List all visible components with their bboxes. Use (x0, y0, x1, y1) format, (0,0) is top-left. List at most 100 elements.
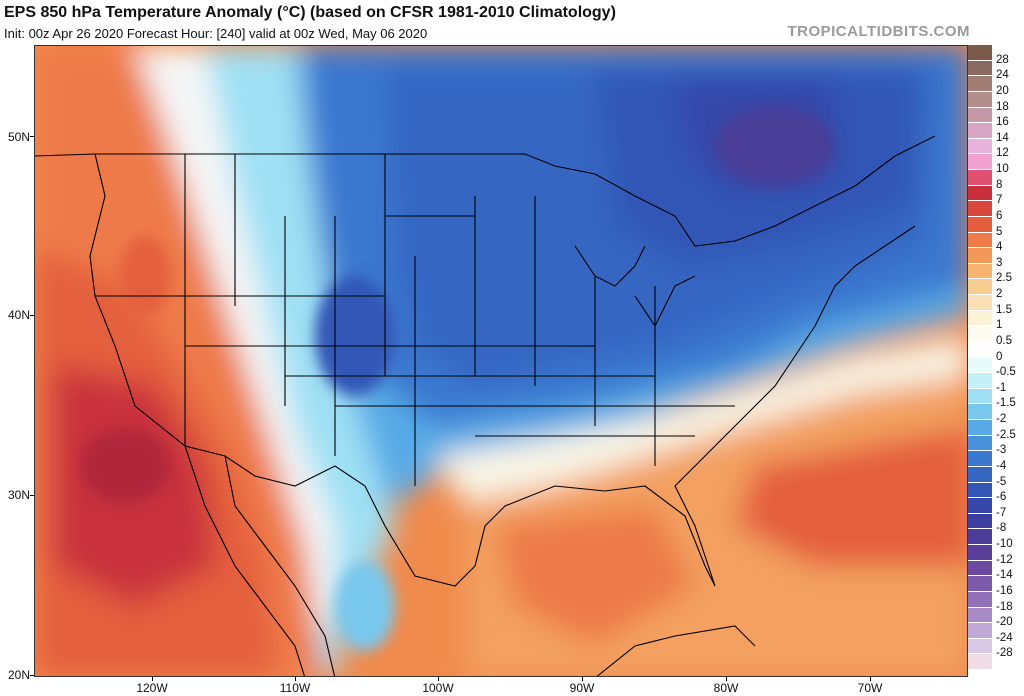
borders (35, 135, 936, 676)
colorbar-swatch (968, 123, 992, 139)
colorbar-swatch (968, 76, 992, 92)
lon-tick (295, 677, 296, 681)
anomaly-map (34, 45, 968, 677)
colorbar-swatch (968, 201, 992, 217)
colorbar-label: 6 (996, 209, 1003, 222)
colorbar-swatch (968, 623, 992, 639)
map-field (35, 46, 967, 676)
colorbar-label: 10 (996, 163, 1009, 175)
map-subtitle: Init: 00z Apr 26 2020 Forecast Hour: [24… (4, 26, 428, 41)
colorbar-swatch (968, 185, 992, 202)
colorbar-label: -2.5 (996, 428, 1016, 441)
lat-label-50n: 50N (7, 130, 30, 144)
colorbar-label: -10 (996, 538, 1013, 550)
lat-tick (30, 495, 34, 496)
colorbar-label: 18 (996, 100, 1009, 113)
lon-label-70w: 70W (857, 681, 883, 695)
colorbar-label: 12 (996, 147, 1009, 160)
colorbar (968, 45, 992, 670)
colorbar-label: 1.5 (996, 303, 1012, 316)
lon-label-110w: 110W (279, 681, 311, 695)
colorbar-swatch (968, 60, 992, 77)
lat-label-30n: 30N (7, 488, 30, 502)
colorbar-label: -20 (996, 616, 1013, 629)
colorbar-swatch (968, 91, 992, 108)
colorbar-label: 8 (996, 178, 1003, 191)
colorbar-label: 0.5 (996, 334, 1012, 347)
colorbar-swatch (968, 107, 992, 124)
colorbar-label: 2.5 (996, 272, 1012, 285)
colorbar-swatch (968, 576, 992, 592)
lon-tick (152, 677, 153, 681)
colorbar-swatch (968, 654, 992, 670)
colorbar-label: 0 (996, 350, 1003, 363)
colorbar-swatch (968, 154, 992, 170)
colorbar-label: -16 (996, 584, 1013, 597)
lon-label-100w: 100W (422, 681, 454, 695)
colorbar-swatch (968, 498, 992, 514)
colorbar-swatch (968, 248, 992, 264)
colorbar-swatch (968, 513, 992, 530)
colorbar-swatch (968, 420, 992, 436)
colorbar-label: -1.5 (996, 397, 1016, 410)
colorbar-swatch (968, 529, 992, 545)
colorbar-swatch (968, 607, 992, 624)
colorbar-label: -24 (996, 631, 1013, 644)
colorbar-swatch (968, 435, 992, 452)
colorbar-label: -18 (996, 600, 1013, 613)
colorbar-swatch (968, 545, 992, 561)
colorbar-label: 4 (996, 241, 1003, 254)
map-title: EPS 850 hPa Temperature Anomaly (°C) (ba… (4, 4, 616, 21)
lon-tick (726, 677, 727, 681)
colorbar-label: 7 (996, 194, 1003, 207)
lat-label-40n: 40N (7, 308, 30, 322)
colorbar-label: 3 (996, 256, 1003, 269)
colorbar-label: 2 (996, 288, 1003, 300)
colorbar-swatch (968, 310, 992, 327)
colorbar-swatch (968, 263, 992, 280)
colorbar-swatch (968, 279, 992, 295)
lat-tick (30, 675, 34, 676)
lon-tick (438, 677, 439, 681)
lat-tick (30, 315, 34, 316)
colorbar-label: 14 (996, 131, 1009, 144)
colorbar-swatch (968, 326, 992, 342)
colorbar-label: -3 (996, 444, 1007, 457)
colorbar-swatch (968, 295, 992, 311)
colorbar-swatch (968, 373, 992, 389)
colorbar-swatch (968, 216, 992, 233)
colorbar-swatch (968, 482, 992, 499)
colorbar-swatch (968, 170, 992, 186)
colorbar-swatch (968, 451, 992, 467)
colorbar-swatch (968, 341, 992, 358)
colorbar-label: -8 (996, 522, 1007, 535)
colorbar-label: -0.5 (996, 366, 1016, 379)
lon-tick (870, 677, 871, 681)
colorbar-label: -28 (996, 647, 1013, 660)
colorbar-label: -1 (996, 381, 1007, 394)
site-credit: TROPICALTIDBITS.COM (787, 23, 970, 40)
colorbar-swatch (968, 404, 992, 420)
lon-label-120w: 120W (136, 681, 168, 695)
colorbar-swatch (968, 232, 992, 249)
colorbar-swatch (968, 638, 992, 655)
colorbar-label: 20 (996, 84, 1009, 97)
colorbar-label: 1 (996, 319, 1003, 332)
colorbar-label: -6 (996, 491, 1007, 504)
colorbar-label: -4 (996, 459, 1007, 472)
lat-label-20n: 20N (7, 668, 30, 682)
colorbar-label: 28 (996, 53, 1009, 66)
colorbar-label: 5 (996, 225, 1003, 238)
lat-tick (30, 136, 34, 137)
colorbar-label: 16 (996, 116, 1009, 129)
lon-label-90w: 90W (569, 681, 595, 695)
colorbar-label: -12 (996, 553, 1013, 566)
colorbar-label: -14 (996, 569, 1013, 582)
colorbar-label: 24 (996, 69, 1009, 82)
colorbar-label: -5 (996, 475, 1007, 488)
colorbar-swatch (968, 560, 992, 577)
colorbar-swatch (968, 138, 992, 155)
lon-label-80w: 80W (713, 681, 739, 695)
colorbar-label: -7 (996, 506, 1007, 519)
colorbar-swatch (968, 591, 992, 608)
